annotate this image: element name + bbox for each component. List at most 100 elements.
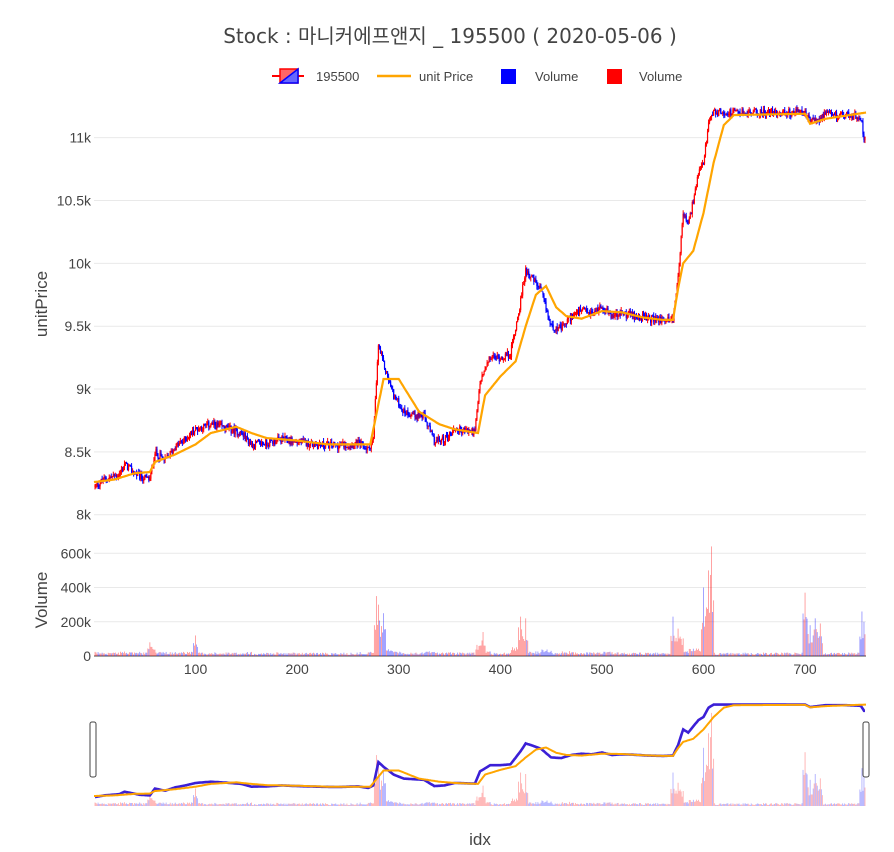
- candle-body: [419, 414, 421, 418]
- candle-body: [207, 421, 209, 425]
- candle-body: [552, 324, 554, 331]
- volume-bar: [602, 653, 604, 656]
- range-volume-bar: [479, 797, 481, 806]
- candle-body: [853, 114, 855, 120]
- range-volume-bar: [618, 804, 620, 806]
- volume-bar: [668, 653, 670, 656]
- range-slider-left-handle[interactable]: [89, 721, 97, 778]
- candle-body: [171, 450, 173, 454]
- candle-body: [427, 425, 429, 427]
- range-volume-bar: [529, 802, 531, 806]
- range-volume-bar: [442, 803, 443, 806]
- price-tick-label: 10k: [68, 255, 92, 271]
- candle-body: [712, 115, 714, 117]
- candle-body: [265, 439, 267, 446]
- candle-body: [809, 117, 811, 124]
- candle-body: [475, 419, 477, 430]
- range-volume-bar: [124, 802, 125, 806]
- candle-body: [826, 111, 828, 113]
- price-plot[interactable]: [93, 105, 867, 490]
- range-volume-bar: [601, 804, 603, 806]
- volume-bar: [211, 653, 213, 656]
- legend-item-line[interactable]: unit Price: [377, 69, 473, 84]
- candle-body: [128, 465, 131, 467]
- volume-bar: [803, 619, 805, 656]
- range-volume-bar: [767, 804, 768, 806]
- range-volume-bar: [658, 804, 660, 806]
- candle-body: [694, 188, 696, 196]
- range-volume-bar: [213, 804, 215, 806]
- volume-bar: [329, 654, 331, 656]
- candle-body: [366, 447, 368, 450]
- range-volume-bar: [543, 802, 545, 806]
- volume-bar: [459, 652, 461, 656]
- range-slider[interactable]: [89, 686, 870, 808]
- volume-bar: [664, 653, 666, 656]
- candle-body: [122, 467, 125, 471]
- candle-body: [768, 109, 771, 114]
- volume-bar: [587, 652, 589, 656]
- range-volume-bar: [839, 803, 840, 806]
- range-volume-bar: [405, 804, 407, 806]
- range-volume-bar: [465, 804, 467, 806]
- candle-body: [494, 356, 496, 359]
- volume-bar: [737, 653, 739, 656]
- range-volume-bar: [565, 803, 567, 806]
- range-volume-bar: [140, 803, 142, 806]
- volume-bar: [808, 643, 810, 656]
- range-volume-bar: [139, 802, 141, 806]
- volume-bar: [560, 653, 562, 656]
- range-volume-bar: [540, 802, 542, 806]
- range-volume-bar: [309, 803, 311, 806]
- volume-bar: [535, 651, 537, 656]
- volume-bar: [355, 654, 357, 656]
- volume-bar: [116, 653, 118, 656]
- volume-bar: [829, 654, 830, 656]
- range-slider-preview: [94, 703, 866, 806]
- volume-bar: [784, 652, 786, 656]
- range-volume-bar: [636, 804, 637, 806]
- candle-body: [569, 315, 572, 322]
- legend-item-volume-blue[interactable]: Volume: [501, 69, 578, 84]
- volume-bar: [180, 652, 182, 656]
- range-volume-bar: [142, 804, 144, 806]
- range-volume-bar: [249, 804, 250, 806]
- candle-body: [709, 116, 712, 120]
- range-volume-bar: [722, 804, 724, 806]
- volume-bar: [240, 654, 242, 656]
- volume-bar: [508, 653, 509, 656]
- range-volume-bar: [199, 803, 201, 806]
- candle-body: [242, 433, 244, 437]
- volume-bar: [849, 653, 851, 656]
- volume-bar: [411, 653, 413, 656]
- volume-bar: [156, 653, 158, 656]
- volume-bar: [124, 651, 125, 656]
- volume-bar: [785, 653, 787, 656]
- range-volume-bar: [822, 804, 824, 806]
- range-volume-bar: [842, 803, 844, 806]
- range-volume-bar: [429, 803, 431, 806]
- legend[interactable]: 195500 unit Price Volume Volume: [272, 67, 682, 84]
- legend-item-volume-red[interactable]: Volume: [607, 69, 682, 84]
- x-tick-label: 200: [285, 661, 309, 677]
- candle-body: [699, 168, 702, 170]
- candle-body: [121, 469, 124, 471]
- range-volume-bar: [399, 802, 401, 806]
- range-volume-bar: [103, 803, 105, 806]
- volume-bar: [562, 653, 564, 656]
- volume-bar: [207, 654, 209, 656]
- volume-bar: [164, 653, 166, 656]
- range-volume-bar: [394, 802, 396, 806]
- volume-bar: [193, 643, 194, 656]
- candle-body: [820, 117, 822, 120]
- range-slider-right-handle[interactable]: [862, 721, 870, 778]
- volume-plot[interactable]: [94, 546, 866, 656]
- candle-body: [400, 407, 402, 409]
- range-volume-bar: [712, 768, 714, 806]
- range-volume-bar: [779, 804, 781, 806]
- volume-bar: [610, 653, 612, 656]
- legend-item-candle[interactable]: 195500: [272, 67, 359, 84]
- volume-bar: [626, 653, 628, 656]
- range-volume-bar: [260, 804, 261, 806]
